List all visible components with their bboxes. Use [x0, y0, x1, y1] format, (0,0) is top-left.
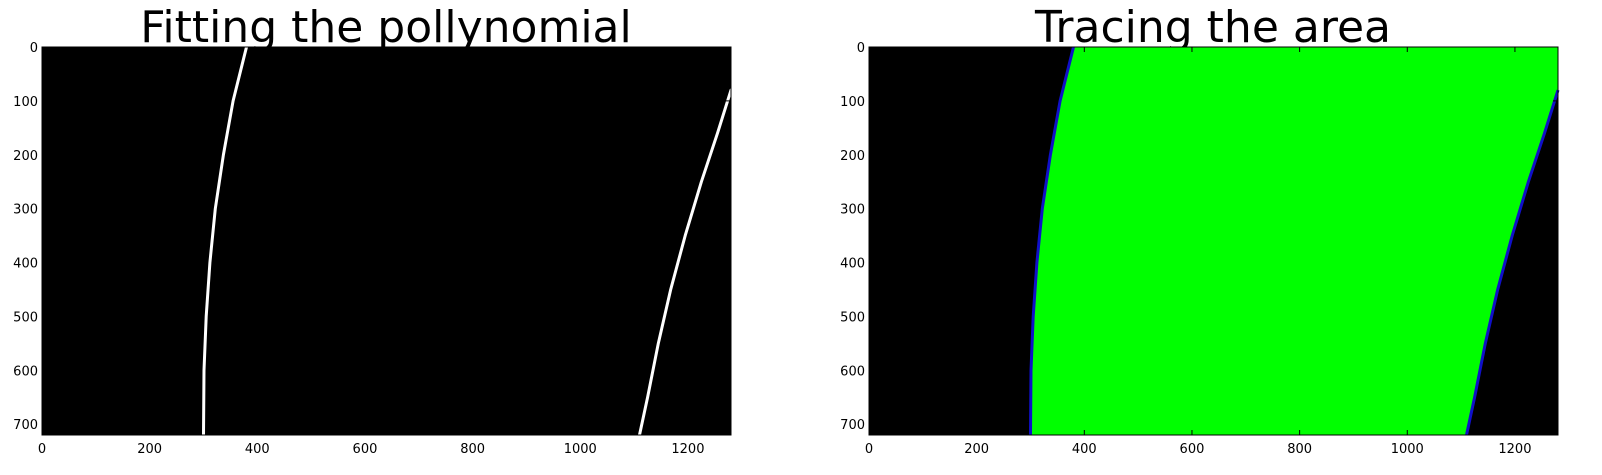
axes-frame-fitting: [41, 46, 732, 436]
y-tick-label-tracing-700: 700: [840, 418, 865, 433]
y-ticks-fitting: 0 100 200 300 400 500 600 700: [13, 41, 731, 433]
right-lane-line: [638, 88, 733, 437]
y-tick-label-tracing-100: 100: [840, 95, 865, 110]
x-tick-label-tracing-0: 0: [865, 442, 873, 457]
y-tick-label-tracing-500: 500: [840, 310, 865, 325]
y-tick-label-tracing-600: 600: [840, 364, 865, 379]
x-tick-label-fitting-400: 400: [245, 442, 270, 457]
panel-tracing-area: Tracing the area 0 200 400 600 800 1000 1200 0…: [840, 2, 1560, 457]
lane-area-fill: [1030, 47, 1558, 435]
y-tick-label-fitting-500: 500: [13, 310, 38, 325]
axes-frame-tracing: [868, 46, 1559, 436]
x-tick-label-fitting-200: 200: [137, 442, 162, 457]
x-tick-label-tracing-600: 600: [1180, 442, 1205, 457]
left-lane-line: [202, 45, 248, 437]
x-tick-label-tracing-1000: 1000: [1391, 442, 1424, 457]
x-tick-label-fitting-0: 0: [38, 442, 46, 457]
x-tick-label-fitting-1000: 1000: [564, 442, 597, 457]
y-tick-label-tracing-200: 200: [840, 149, 865, 164]
y-tick-label-tracing-400: 400: [840, 257, 865, 272]
y-tick-label-fitting-700: 700: [13, 418, 38, 433]
x-tick-label-tracing-400: 400: [1072, 442, 1097, 457]
panel-fitting-polynomial: Fitting the pollynomial 0 200 400 600 800 100…: [13, 2, 733, 457]
x-tick-label-fitting-1200: 1200: [671, 442, 704, 457]
x-tick-label-fitting-800: 800: [460, 442, 485, 457]
y-tick-label-fitting-400: 400: [13, 257, 38, 272]
y-tick-label-fitting-100: 100: [13, 95, 38, 110]
left-boundary-edge: [1029, 46, 1075, 436]
x-ticks-fitting: 0 200 400 600 800 1000 1200: [38, 47, 704, 457]
y-tick-label-tracing-0: 0: [857, 41, 865, 56]
y-tick-label-fitting-600: 600: [13, 364, 38, 379]
y-tick-label-tracing-300: 300: [840, 203, 865, 218]
x-tick-label-fitting-600: 600: [353, 442, 378, 457]
y-tick-label-fitting-300: 300: [13, 203, 38, 218]
panel-title-fitting: Fitting the pollynomial: [140, 2, 631, 53]
right-boundary-edge: [1465, 89, 1560, 436]
traced-area-group: [1029, 46, 1560, 436]
image-area-fitting: [42, 47, 731, 435]
panel-title-tracing: Tracing the area: [1034, 2, 1391, 53]
y-tick-label-fitting-200: 200: [13, 149, 38, 164]
x-ticks-tracing: 0 200 400 600 800 1000 1200: [865, 47, 1531, 457]
x-tick-label-tracing-200: 200: [964, 442, 989, 457]
y-ticks-tracing: 0 100 200 300 400 500 600 700: [840, 41, 1558, 433]
x-tick-label-tracing-800: 800: [1287, 442, 1312, 457]
x-tick-label-tracing-1200: 1200: [1498, 442, 1531, 457]
lane-lines-group: [202, 45, 733, 437]
y-tick-label-fitting-0: 0: [30, 41, 38, 56]
